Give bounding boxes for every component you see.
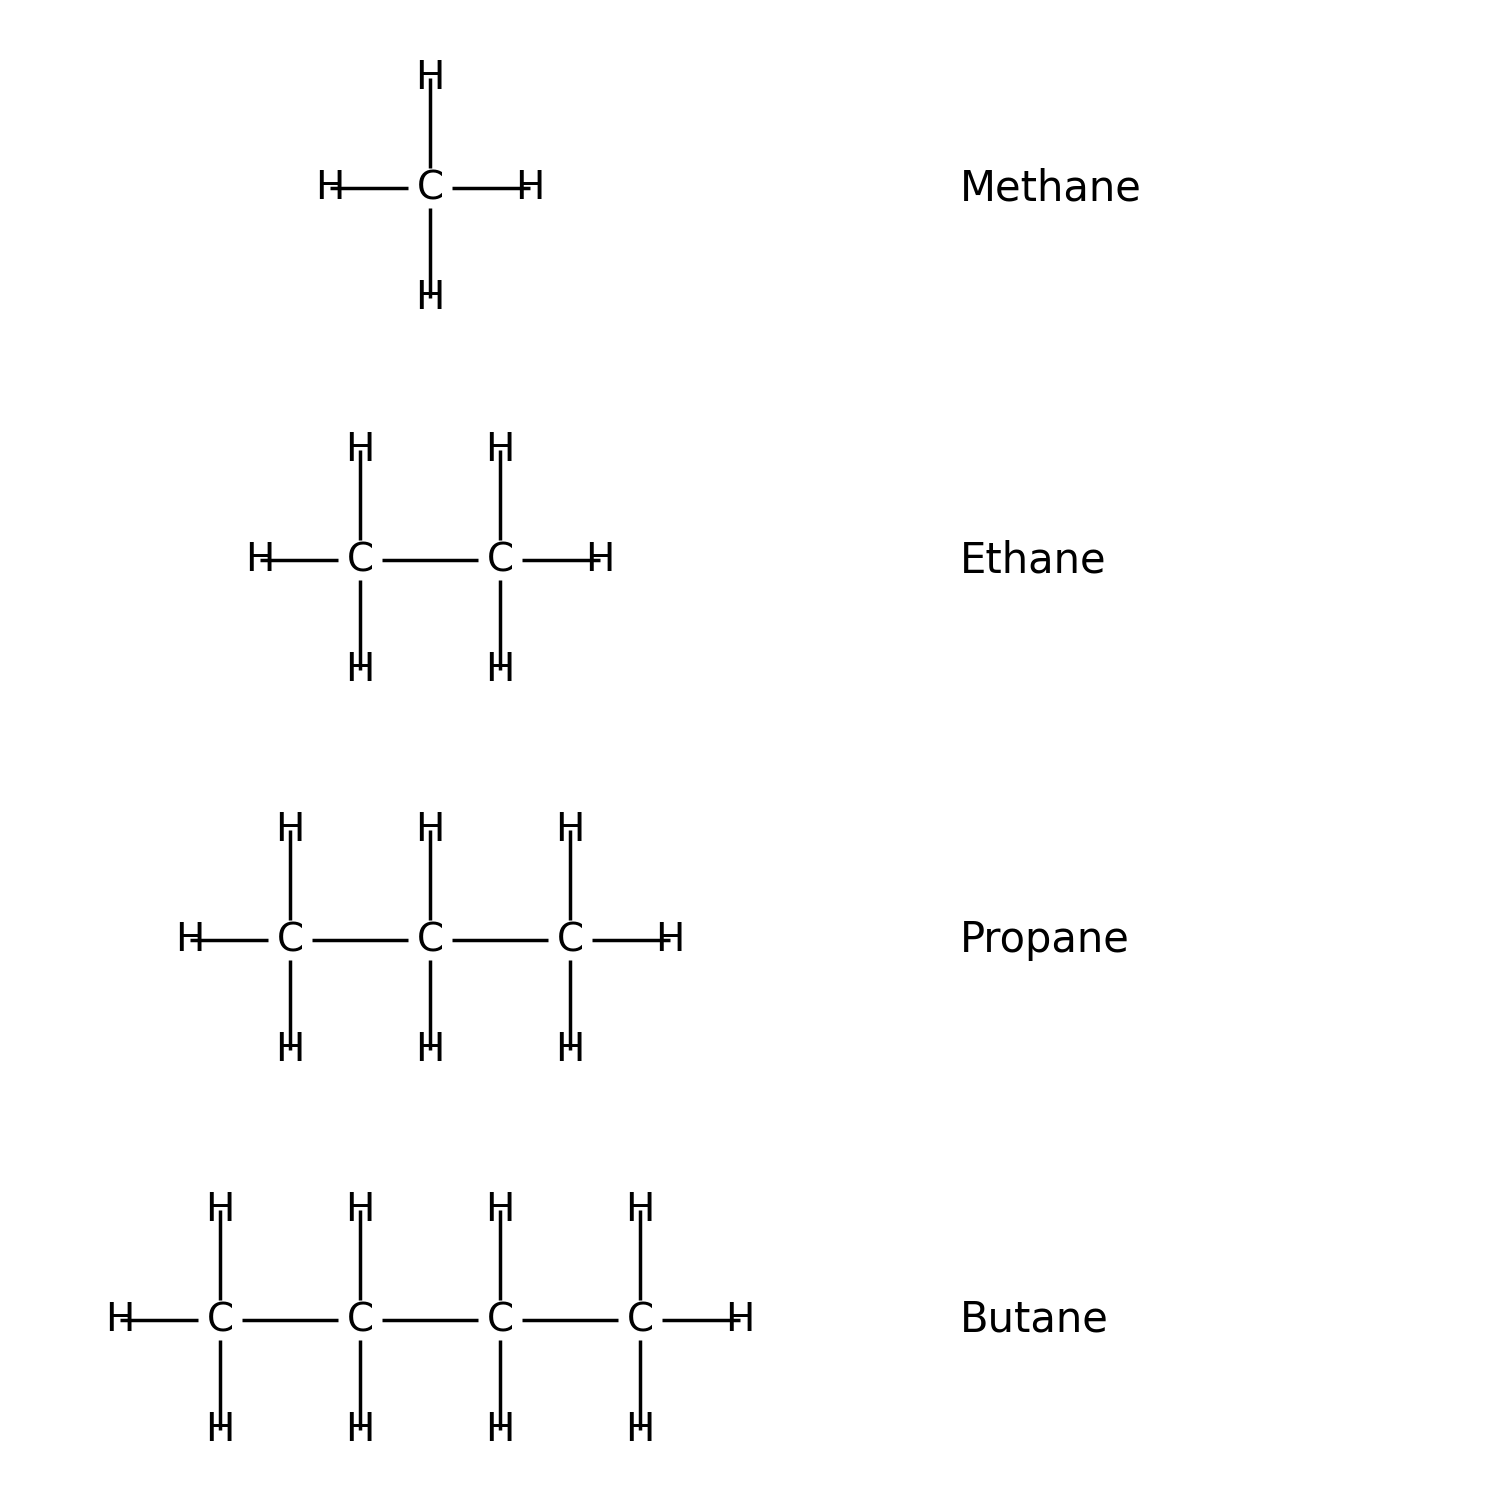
Text: H: H — [176, 920, 204, 959]
Text: H: H — [486, 1192, 514, 1229]
Text: H: H — [516, 169, 544, 207]
Text: C: C — [627, 1301, 654, 1339]
Text: H: H — [656, 920, 684, 959]
Text: H: H — [276, 811, 304, 848]
Text: H: H — [105, 1301, 135, 1339]
Text: H: H — [416, 58, 444, 97]
Text: H: H — [206, 1192, 234, 1229]
Text: Ethane: Ethane — [960, 540, 1107, 582]
Text: H: H — [486, 1411, 514, 1450]
Text: H: H — [276, 1031, 304, 1069]
Text: H: H — [345, 1192, 375, 1229]
Text: H: H — [315, 169, 345, 207]
Text: C: C — [417, 169, 444, 207]
Text: H: H — [345, 432, 375, 469]
Text: C: C — [556, 920, 584, 959]
Text: H: H — [726, 1301, 754, 1339]
Text: H: H — [555, 1031, 585, 1069]
Text: H: H — [555, 811, 585, 848]
Text: H: H — [345, 651, 375, 690]
Text: H: H — [585, 541, 615, 579]
Text: H: H — [416, 279, 444, 316]
Text: H: H — [345, 1411, 375, 1450]
Text: Methane: Methane — [960, 166, 1142, 208]
Text: C: C — [486, 541, 513, 579]
Text: H: H — [416, 811, 444, 848]
Text: C: C — [486, 1301, 513, 1339]
Text: C: C — [276, 920, 303, 959]
Text: C: C — [346, 541, 374, 579]
Text: H: H — [416, 1031, 444, 1069]
Text: Propane: Propane — [960, 919, 1130, 961]
Text: H: H — [626, 1411, 654, 1450]
Text: H: H — [486, 651, 514, 690]
Text: H: H — [206, 1411, 234, 1450]
Text: H: H — [246, 541, 274, 579]
Text: C: C — [417, 920, 444, 959]
Text: Butane: Butane — [960, 1300, 1108, 1342]
Text: H: H — [626, 1192, 654, 1229]
Text: C: C — [207, 1301, 234, 1339]
Text: C: C — [346, 1301, 374, 1339]
Text: H: H — [486, 432, 514, 469]
